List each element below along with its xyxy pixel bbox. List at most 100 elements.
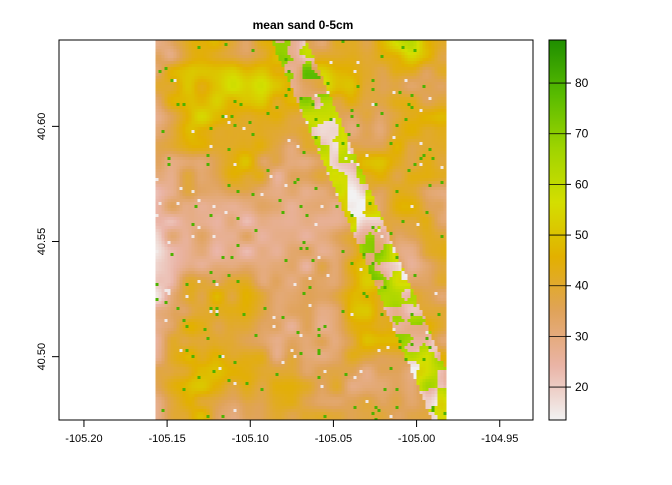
raster-cell xyxy=(386,94,390,98)
raster-cell xyxy=(338,190,342,194)
raster-cell xyxy=(341,133,345,137)
raster-cell xyxy=(203,94,207,98)
raster-cell xyxy=(314,40,318,44)
raster-cell xyxy=(380,79,384,83)
raster-cell xyxy=(428,88,432,92)
raster-cell xyxy=(338,58,342,62)
raster-cell xyxy=(410,154,414,158)
raster-cell xyxy=(185,178,189,182)
raster-cell xyxy=(194,100,198,104)
raster-cell xyxy=(275,151,279,155)
raster-cell xyxy=(197,49,201,53)
raster-cell xyxy=(254,139,258,143)
raster-cell xyxy=(179,118,183,122)
raster-cell xyxy=(215,145,219,149)
raster-cell xyxy=(392,76,396,80)
raster-cell xyxy=(269,124,273,128)
raster-cell xyxy=(413,55,417,59)
raster-cell xyxy=(359,46,363,50)
raster-cell xyxy=(155,172,159,176)
raster-cell xyxy=(278,172,282,176)
raster-cell xyxy=(383,187,387,191)
raster-cell xyxy=(200,175,204,179)
raster-cell xyxy=(233,151,237,155)
raster-cell xyxy=(242,136,246,140)
raster-cell xyxy=(182,97,186,101)
raster-cell xyxy=(314,154,318,158)
raster-cell xyxy=(287,46,291,50)
raster-cell xyxy=(212,58,216,62)
raster-cell xyxy=(272,73,276,77)
raster-cell xyxy=(359,148,363,152)
raster-cell xyxy=(167,67,171,71)
raster-cell xyxy=(167,136,171,140)
raster-cell xyxy=(263,82,267,86)
raster-cell xyxy=(200,76,204,80)
raster-cell xyxy=(164,184,168,188)
raster-cell xyxy=(404,163,408,167)
raster-cell xyxy=(311,178,315,182)
raster-cell xyxy=(401,166,405,170)
raster-cell xyxy=(155,178,159,182)
raster-cell xyxy=(398,157,402,161)
raster-cell xyxy=(278,133,282,137)
raster-cell xyxy=(341,100,345,104)
raster-cell xyxy=(236,100,240,104)
raster-cell xyxy=(242,124,246,128)
raster-cell xyxy=(260,100,264,104)
raster-cell xyxy=(335,46,339,50)
raster-cell xyxy=(158,139,162,143)
raster-cell xyxy=(308,52,312,56)
raster-cell xyxy=(170,76,174,80)
raster-cell xyxy=(293,151,297,155)
raster-cell xyxy=(353,118,357,122)
raster-cell xyxy=(167,178,171,182)
raster-cell xyxy=(356,91,360,95)
raster-cell xyxy=(437,97,441,101)
raster-cell xyxy=(380,124,384,128)
raster-cell xyxy=(404,175,408,179)
raster-cell xyxy=(398,40,402,44)
raster-cell xyxy=(311,67,315,71)
raster-cell xyxy=(308,88,312,92)
raster-cell xyxy=(242,166,246,170)
raster-cell xyxy=(170,106,174,110)
raster-cell xyxy=(218,139,222,143)
raster-cell xyxy=(308,166,312,170)
raster-cell xyxy=(224,79,228,83)
raster-cell xyxy=(434,184,438,188)
raster-cell xyxy=(194,121,198,125)
raster-cell xyxy=(350,91,354,95)
raster-cell xyxy=(251,88,255,92)
raster-cell xyxy=(371,175,375,179)
raster-cell xyxy=(221,160,225,164)
raster-cell xyxy=(407,139,411,143)
raster-cell xyxy=(185,136,189,140)
raster-cell xyxy=(179,85,183,89)
raster-cell xyxy=(428,175,432,179)
raster-cell xyxy=(266,85,270,89)
raster-cell xyxy=(161,118,165,122)
raster-cell xyxy=(335,151,339,155)
raster-cell xyxy=(368,91,372,95)
raster-cell xyxy=(356,151,360,155)
raster-cell xyxy=(221,88,225,92)
raster-cell xyxy=(347,79,351,83)
raster-cell xyxy=(218,142,222,146)
raster-cell xyxy=(377,70,381,74)
raster-cell xyxy=(422,169,426,173)
raster-cell xyxy=(266,46,270,50)
raster-cell xyxy=(212,106,216,110)
raster-cell xyxy=(338,154,342,158)
raster-cell xyxy=(206,157,210,161)
raster-cell xyxy=(356,148,360,152)
raster-cell xyxy=(293,160,297,164)
raster-cell xyxy=(284,67,288,71)
raster-cell xyxy=(191,91,195,95)
raster-cell xyxy=(224,49,228,53)
raster-cell xyxy=(191,79,195,83)
raster-cell xyxy=(440,115,444,119)
raster-cell xyxy=(383,118,387,122)
raster-cell xyxy=(317,178,321,182)
raster-cell xyxy=(371,166,375,170)
